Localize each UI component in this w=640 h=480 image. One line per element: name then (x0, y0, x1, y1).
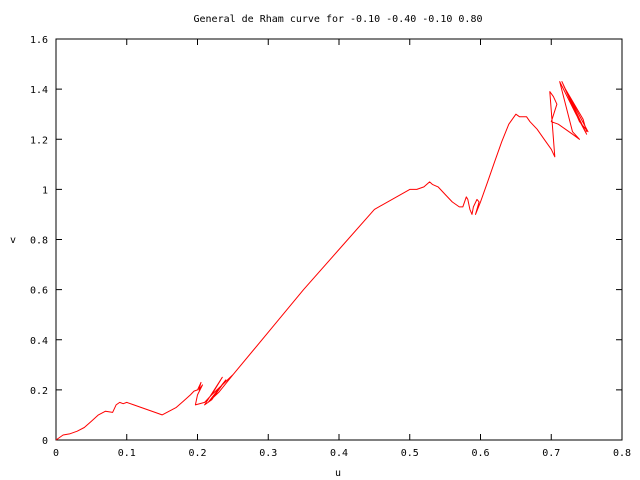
x-tick-labels: 0 0.1 0.2 0.3 0.4 0.5 0.6 0.7 0.8 (53, 448, 631, 459)
x-tick-label: 0 (53, 448, 59, 459)
series-line (55, 81, 589, 441)
x-tick-label: 0.6 (471, 448, 489, 459)
chart-title: General de Rham curve for -0.10 -0.40 -0… (194, 14, 483, 25)
y-tick-label: 0.4 (30, 336, 48, 347)
y-tick-label: 0 (42, 436, 48, 447)
x-tick-label: 0.3 (259, 448, 277, 459)
x-tick-label: 0.1 (118, 448, 136, 459)
y-tick-label: 0.2 (30, 386, 48, 397)
y-tick-label: 0.6 (30, 286, 48, 297)
x-tick-label: 0.4 (330, 448, 348, 459)
y-tick-labels: 0 0.2 0.4 0.6 0.8 1 1.2 1.4 1.6 (30, 35, 48, 447)
y-tick-label: 1.6 (30, 35, 48, 46)
series-group (55, 81, 589, 441)
x-axis-label: u (335, 468, 341, 479)
y-axis-label: v (10, 235, 16, 246)
axis-ticks (55, 38, 623, 441)
y-tick-label: 1.2 (30, 135, 48, 146)
x-tick-label: 0.8 (613, 448, 631, 459)
y-tick-label: 1 (42, 185, 48, 196)
x-tick-label: 0.5 (401, 448, 419, 459)
x-tick-label: 0.2 (188, 448, 206, 459)
x-tick-label: 0.7 (542, 448, 560, 459)
y-tick-label: 1.4 (30, 85, 48, 96)
y-tick-label: 0.8 (30, 236, 48, 247)
